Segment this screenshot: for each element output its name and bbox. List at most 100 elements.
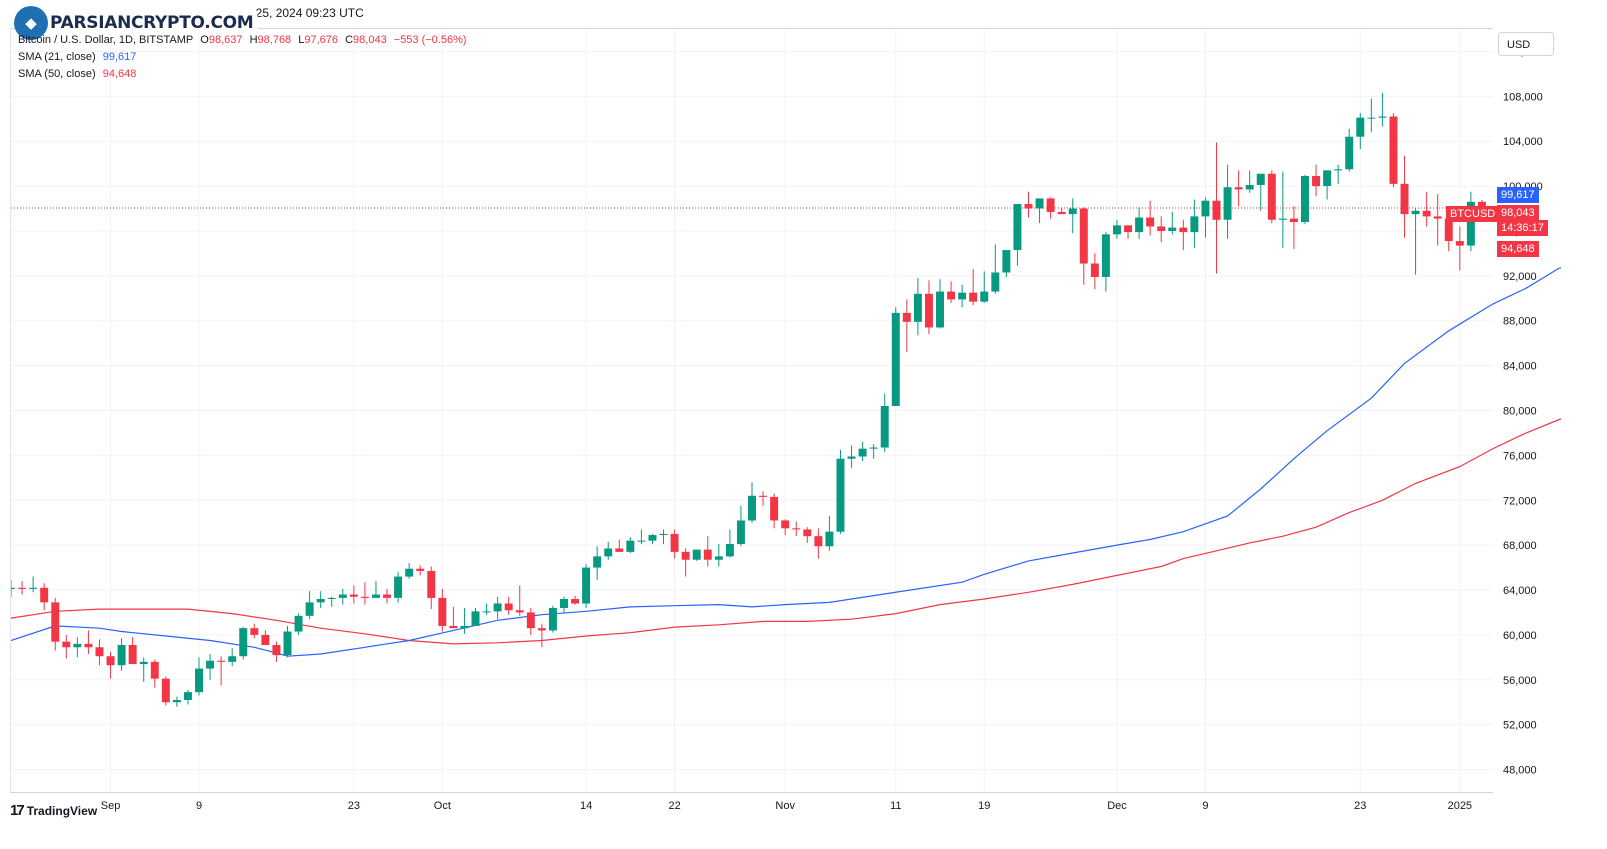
candle-body	[1068, 208, 1077, 215]
y-tick-label: 76,000	[1503, 450, 1537, 462]
candle-body	[1345, 136, 1354, 170]
candle-body	[1267, 173, 1276, 220]
sma21-legend[interactable]: SMA (21, close) 99,617	[18, 51, 140, 63]
candle-body	[560, 599, 568, 608]
candle-body	[814, 536, 823, 547]
candle-body	[947, 291, 956, 300]
y-tick-label: 92,000	[1503, 271, 1537, 283]
candle-body	[869, 447, 878, 449]
candle-body	[394, 576, 403, 598]
chart-area[interactable]: 48,000 52,000 56,000 60,000 64,000 68,000 72,0…	[10, 28, 1561, 812]
candle-body	[62, 641, 71, 648]
candle-body	[1190, 216, 1199, 233]
sma21-value: 99,617	[102, 51, 137, 63]
candle-body	[847, 456, 856, 459]
candle-body	[1433, 216, 1442, 219]
candle-body	[504, 603, 513, 611]
candle-body	[1389, 116, 1398, 184]
sma50-label: SMA (50, close)	[18, 68, 96, 80]
high-label: H	[249, 34, 258, 46]
sma50-price-tag: 94,648	[1497, 241, 1539, 257]
candle-body	[228, 656, 237, 662]
candle-body	[128, 645, 137, 665]
candle-body	[360, 596, 369, 598]
candle-body	[1289, 218, 1298, 222]
candle-body	[261, 634, 270, 646]
y-tick-label: 52,000	[1503, 720, 1537, 732]
candle-body	[969, 292, 978, 302]
y-tick-label: 48,000	[1503, 765, 1537, 777]
candle-body	[1323, 170, 1332, 187]
candle-body	[161, 678, 170, 703]
candle-body	[1046, 198, 1055, 212]
ohlc-legend[interactable]: Bitcoin / U.S. Dollar, 1D, BITSTAMP O98,…	[18, 34, 471, 46]
candle-body	[703, 549, 712, 560]
candle-body	[991, 272, 1000, 292]
candle-body	[482, 611, 491, 613]
candle-body	[615, 548, 624, 552]
candle-body	[250, 628, 259, 635]
candle-body	[183, 692, 192, 700]
candle-body	[427, 570, 436, 598]
x-tick-label: 2025	[1448, 800, 1472, 812]
candle-body	[637, 540, 646, 542]
candle-body	[383, 594, 392, 598]
candle-body	[305, 602, 314, 616]
logo-text: PARSIANCRYPTO.COM	[50, 13, 254, 33]
candle-body	[1057, 211, 1066, 215]
sma21-price-tag: 99,617	[1497, 187, 1539, 203]
candle-body	[1201, 200, 1210, 217]
candle-body	[1301, 175, 1309, 222]
candle-body	[1179, 227, 1188, 233]
sma50-line	[11, 418, 1561, 645]
candle-body	[272, 645, 281, 656]
candle-body	[1168, 227, 1177, 231]
candle-body	[40, 587, 49, 603]
candle-body	[792, 528, 801, 530]
candle-body	[1256, 173, 1265, 185]
sma21-label: SMA (21, close)	[18, 51, 96, 63]
open-label: O	[200, 34, 209, 46]
candle-body	[659, 533, 668, 536]
candle-body	[1013, 204, 1022, 251]
candle-body	[51, 602, 60, 642]
candle-body	[471, 611, 480, 626]
candle-body	[117, 645, 126, 666]
candle-body	[195, 668, 203, 693]
x-tick-label: 11	[890, 800, 901, 812]
candle-body	[1444, 218, 1453, 242]
y-tick-label: 108,000	[1503, 91, 1543, 103]
tradingview-footer[interactable]: 17 TradingView	[10, 802, 97, 819]
y-tick-label: 56,000	[1503, 675, 1537, 687]
y-tick-label: 80,000	[1503, 406, 1537, 418]
tradingview-logo-icon: 17	[10, 802, 25, 819]
candle-body	[1477, 201, 1486, 209]
candle-body	[1367, 117, 1376, 119]
candle-body	[29, 587, 38, 589]
candle-body	[493, 603, 502, 612]
candle-body	[748, 495, 756, 521]
currency-button[interactable]: USD	[1498, 32, 1554, 56]
candle-body	[1378, 116, 1387, 118]
candle-body	[1101, 234, 1110, 277]
x-tick-label: 22	[668, 800, 680, 812]
sma50-legend[interactable]: SMA (50, close) 94,648	[18, 68, 140, 80]
sma21-line	[11, 267, 1561, 657]
high-value: 98,768	[257, 34, 292, 46]
candle-body	[836, 458, 845, 532]
candlestick-chart[interactable]: 48,000 52,000 56,000 60,000 64,000 68,000 72,0…	[11, 29, 1561, 819]
last-price-tag: 98,043	[1497, 205, 1539, 221]
candle-body	[1135, 217, 1144, 233]
candle-body	[438, 597, 447, 626]
sma50-value: 94,648	[102, 68, 137, 80]
close-label: C	[345, 34, 354, 46]
candle-body	[858, 448, 867, 457]
countdown-tag: 14:36:17	[1497, 220, 1548, 236]
candle-body	[515, 610, 524, 613]
candle-body	[736, 520, 745, 545]
candle-body	[73, 643, 82, 648]
candle-body	[571, 599, 580, 604]
candle-body	[1112, 225, 1121, 235]
candle-body	[582, 567, 591, 604]
candle-body	[1422, 210, 1431, 217]
